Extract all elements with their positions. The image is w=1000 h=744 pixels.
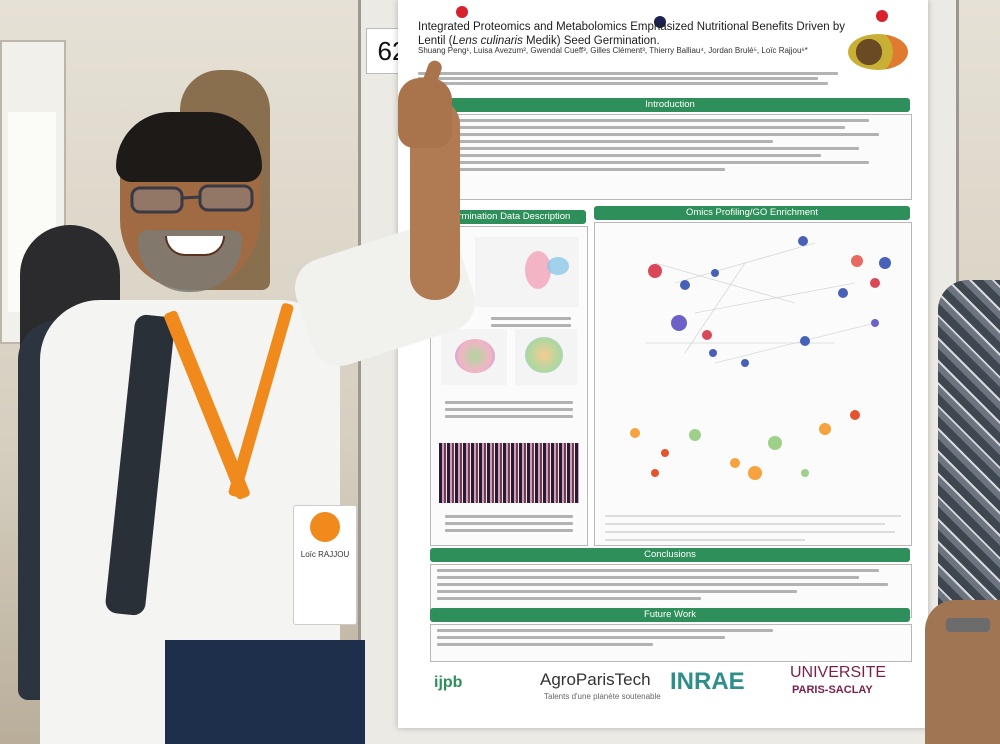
poster-title: Integrated Proteomics and Metabolomics E… <box>418 21 845 47</box>
inrae-logo: INRAE <box>670 668 745 695</box>
pin-icon <box>654 16 666 28</box>
heatmap-caption <box>439 511 579 541</box>
omics-panel <box>594 222 912 546</box>
section-header-future-work: Future Work <box>430 608 910 622</box>
agroparistech-tagline: Talents d'une planète soutenable <box>544 692 661 701</box>
presenter-jeans <box>165 640 365 744</box>
conference-logo-icon <box>310 512 340 542</box>
pca-plot <box>475 237 579 307</box>
wristwatch-icon <box>946 618 990 632</box>
badge-name: Loïc RAJJOU <box>300 550 350 559</box>
name-badge: Loïc RAJJOU <box>293 505 357 625</box>
heatmap-image <box>439 443 579 503</box>
glasses-icon <box>130 184 254 214</box>
sponsor-logos: ijpb AgroParisTech Talents d'une planète… <box>434 664 904 714</box>
go-network-figure <box>605 236 901 541</box>
research-poster: Integrated Proteomics and Metabolomics E… <box>398 0 928 728</box>
pin-icon <box>456 6 468 18</box>
section-header-omics: Omics Profiling/GO Enrichment <box>594 206 910 220</box>
germination-panel <box>430 226 588 546</box>
future-work-body <box>430 624 912 662</box>
introduction-body <box>430 114 912 200</box>
poster-affiliations <box>418 70 858 87</box>
figure-caption <box>439 397 579 437</box>
section-header-conclusions: Conclusions <box>430 548 910 562</box>
pin-icon <box>876 10 888 22</box>
poster-authors: Shuang Peng¹, Luisa Avezum², Gwendal Cue… <box>418 46 808 55</box>
section-header-germination: Germination Data Description <box>430 210 586 224</box>
paris-saclay-logo: PARIS-SACLAY <box>792 684 873 696</box>
lentil-seeds-image <box>848 34 908 70</box>
pls-plot-2 <box>515 329 577 385</box>
agroparistech-logo: AgroParisTech <box>540 670 651 689</box>
section-header-introduction: Introduction <box>430 98 910 112</box>
pls-plot-1 <box>441 329 507 385</box>
ijpb-logo: ijpb <box>434 674 463 691</box>
presenter-hair <box>116 112 262 182</box>
universite-logo: UNIVERSITE <box>790 664 887 681</box>
